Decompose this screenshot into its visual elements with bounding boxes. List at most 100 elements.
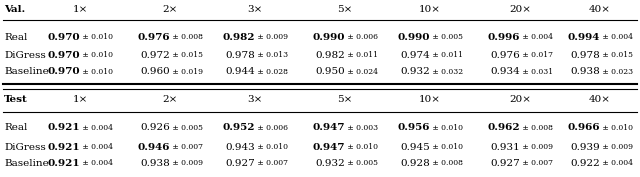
Text: ± 0.010: ± 0.010 [600,124,633,132]
Text: ± 0.006: ± 0.006 [255,124,288,132]
Text: 0.982: 0.982 [223,33,255,41]
Text: 0.927: 0.927 [225,158,255,167]
Text: 0.990: 0.990 [397,33,430,41]
Text: 0.994: 0.994 [568,33,600,41]
Text: ± 0.010: ± 0.010 [80,51,113,59]
Text: ± 0.007: ± 0.007 [520,159,553,167]
Text: 0.947: 0.947 [312,142,345,152]
Text: ± 0.023: ± 0.023 [600,68,633,76]
Text: 20×: 20× [509,96,531,104]
Text: 0.938: 0.938 [570,67,600,76]
Text: 0.978: 0.978 [570,50,600,59]
Text: ± 0.013: ± 0.013 [255,51,288,59]
Text: DiGress: DiGress [4,142,45,152]
Text: 0.939: 0.939 [570,142,600,152]
Text: 0.928: 0.928 [400,158,430,167]
Text: ± 0.003: ± 0.003 [345,124,378,132]
Text: 0.966: 0.966 [568,124,600,133]
Text: ± 0.005: ± 0.005 [170,124,203,132]
Text: Baseline: Baseline [4,67,49,76]
Text: 0.943: 0.943 [225,142,255,152]
Text: 2×: 2× [163,96,178,104]
Text: 0.970: 0.970 [47,67,80,76]
Text: 0.921: 0.921 [47,142,80,152]
Text: Real: Real [4,124,28,133]
Text: 0.932: 0.932 [316,158,345,167]
Text: ± 0.004: ± 0.004 [80,143,113,151]
Text: 0.970: 0.970 [47,33,80,41]
Text: 0.946: 0.946 [138,142,170,152]
Text: ± 0.009: ± 0.009 [255,33,288,41]
Text: 0.952: 0.952 [223,124,255,133]
Text: 0.982: 0.982 [316,50,345,59]
Text: ± 0.024: ± 0.024 [345,68,378,76]
Text: ± 0.009: ± 0.009 [170,159,203,167]
Text: 0.976: 0.976 [490,50,520,59]
Text: 1×: 1× [72,96,88,104]
Text: 0.974: 0.974 [400,50,430,59]
Text: 0.970: 0.970 [47,50,80,59]
Text: ± 0.010: ± 0.010 [255,143,288,151]
Text: ± 0.007: ± 0.007 [255,159,288,167]
Text: 0.932: 0.932 [400,67,430,76]
Text: ± 0.009: ± 0.009 [520,143,553,151]
Text: 10×: 10× [419,4,441,13]
Text: Real: Real [4,33,28,41]
Text: ± 0.010: ± 0.010 [80,68,113,76]
Text: 20×: 20× [509,4,531,13]
Text: 0.976: 0.976 [138,33,170,41]
Text: ± 0.005: ± 0.005 [430,33,463,41]
Text: 10×: 10× [419,96,441,104]
Text: ± 0.015: ± 0.015 [170,51,203,59]
Text: ± 0.004: ± 0.004 [520,33,553,41]
Text: 0.978: 0.978 [225,50,255,59]
Text: 0.972: 0.972 [140,50,170,59]
Text: ± 0.007: ± 0.007 [170,143,203,151]
Text: 0.931: 0.931 [490,142,520,152]
Text: 0.947: 0.947 [312,124,345,133]
Text: 1×: 1× [72,4,88,13]
Text: ± 0.011: ± 0.011 [430,51,463,59]
Text: ± 0.008: ± 0.008 [430,159,463,167]
Text: 0.922: 0.922 [570,158,600,167]
Text: DiGress: DiGress [4,50,45,59]
Text: Val.: Val. [4,4,25,13]
Text: 0.938: 0.938 [140,158,170,167]
Text: 40×: 40× [589,96,611,104]
Text: 5×: 5× [337,96,353,104]
Text: ± 0.011: ± 0.011 [345,51,378,59]
Text: 0.921: 0.921 [47,124,80,133]
Text: 0.956: 0.956 [397,124,430,133]
Text: ± 0.006: ± 0.006 [345,33,378,41]
Text: ± 0.010: ± 0.010 [345,143,378,151]
Text: ± 0.004: ± 0.004 [600,159,633,167]
Text: 40×: 40× [589,4,611,13]
Text: 0.927: 0.927 [490,158,520,167]
Text: ± 0.004: ± 0.004 [600,33,633,41]
Text: 2×: 2× [163,4,178,13]
Text: ± 0.004: ± 0.004 [80,124,113,132]
Text: ± 0.010: ± 0.010 [430,124,463,132]
Text: ± 0.005: ± 0.005 [345,159,378,167]
Text: Baseline: Baseline [4,158,49,167]
Text: ± 0.010: ± 0.010 [430,143,463,151]
Text: ± 0.032: ± 0.032 [430,68,463,76]
Text: 0.945: 0.945 [400,142,430,152]
Text: ± 0.008: ± 0.008 [520,124,553,132]
Text: Test: Test [4,96,28,104]
Text: 0.921: 0.921 [47,158,80,167]
Text: 0.950: 0.950 [316,67,345,76]
Text: ± 0.015: ± 0.015 [600,51,633,59]
Text: ± 0.010: ± 0.010 [80,33,113,41]
Text: ± 0.019: ± 0.019 [170,68,203,76]
Text: ± 0.017: ± 0.017 [520,51,553,59]
Text: ± 0.009: ± 0.009 [600,143,633,151]
Text: ± 0.028: ± 0.028 [255,68,288,76]
Text: 0.926: 0.926 [140,124,170,133]
Text: 0.944: 0.944 [225,67,255,76]
Text: 0.996: 0.996 [488,33,520,41]
Text: ± 0.004: ± 0.004 [80,159,113,167]
Text: ± 0.031: ± 0.031 [520,68,553,76]
Text: 3×: 3× [247,4,262,13]
Text: 5×: 5× [337,4,353,13]
